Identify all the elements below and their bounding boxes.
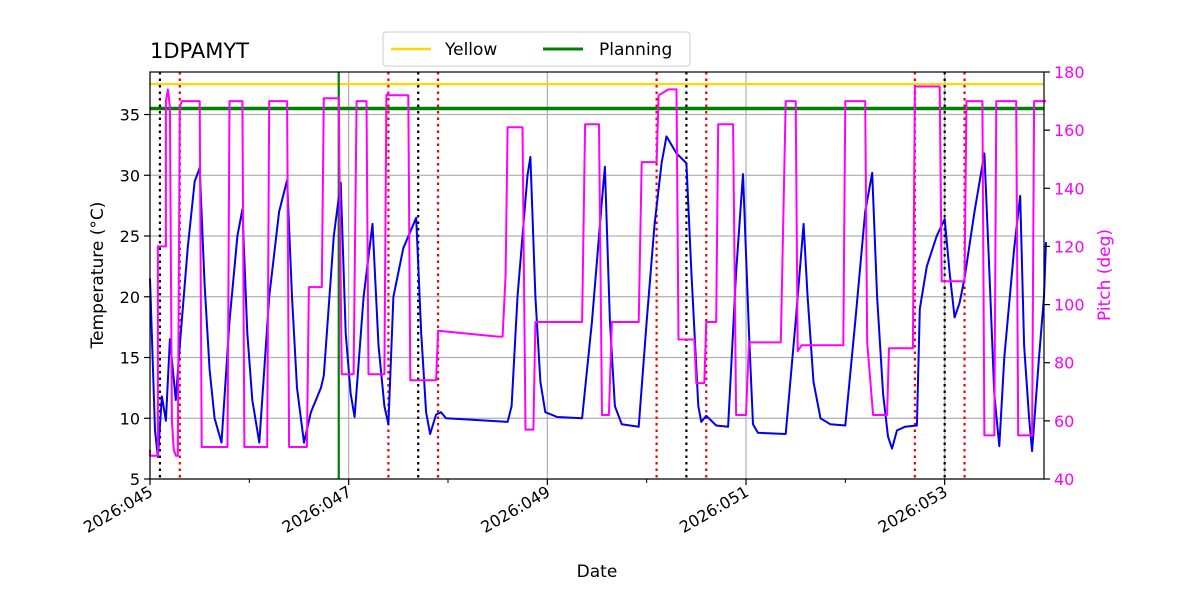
y-tick-label: 20: [120, 288, 140, 307]
y-axis-label: Temperature (°C): [88, 202, 108, 350]
y-tick-label: 15: [120, 349, 140, 368]
y2-tick-label: 100: [1054, 296, 1085, 315]
chart-title: 1DPAMYT: [150, 39, 249, 63]
y-tick-label: 30: [120, 166, 140, 185]
grid: [149, 72, 1044, 480]
y2-tick-label: 120: [1054, 237, 1085, 256]
y2-tick-label: 80: [1054, 354, 1074, 373]
y2-tick-label: 180: [1054, 63, 1085, 82]
data-series: [149, 85, 1047, 459]
legend-box: [382, 31, 691, 67]
legend-planning-label: Planning: [599, 40, 672, 60]
y-tick-label: 10: [120, 409, 140, 428]
x-axis-label: Date: [577, 562, 618, 582]
series-line-temperature: [149, 135, 1047, 459]
y2-axis-label: Pitch (deg): [1095, 229, 1115, 321]
y-tick-label: 35: [120, 106, 140, 125]
plot-frame: [149, 71, 1045, 480]
legend-yellow-label: Yellow: [444, 40, 497, 60]
series-line-pitch: [149, 85, 1046, 457]
limit-lines: [150, 83, 1044, 111]
y2-tick-label: 60: [1054, 412, 1074, 431]
y2-tick-label: 160: [1054, 121, 1085, 140]
y-tick-label: 5: [130, 470, 140, 489]
legend: Yellow Planning: [382, 31, 691, 67]
y-tick-label: 25: [120, 227, 140, 246]
y2-tick-label: 40: [1054, 470, 1074, 489]
y2-tick-label: 140: [1054, 179, 1085, 198]
